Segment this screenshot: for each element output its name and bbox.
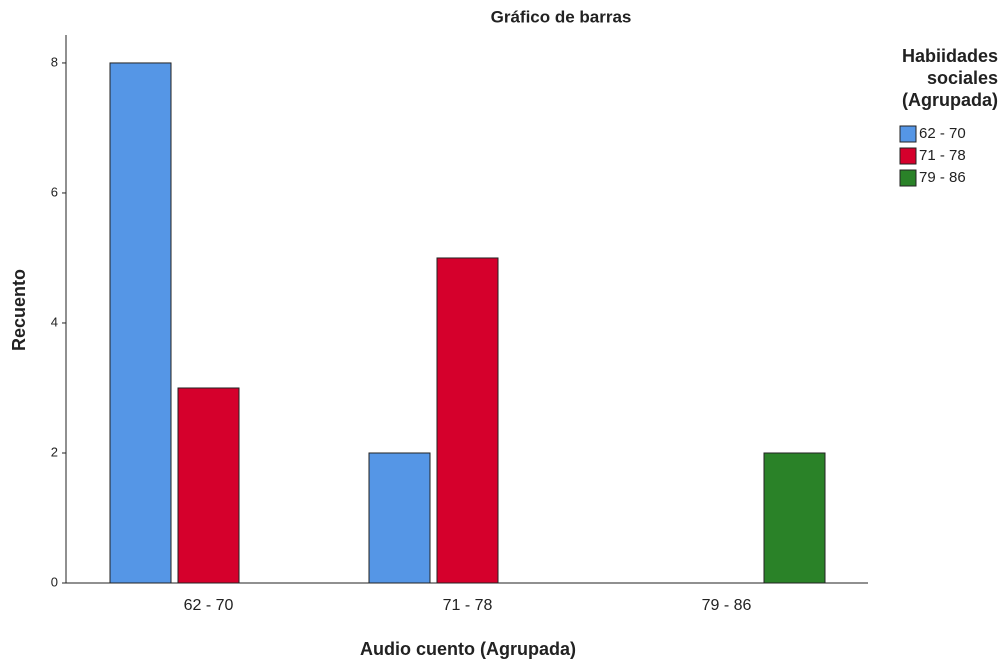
legend-label: 79 - 86 xyxy=(919,169,966,186)
legend-label: 62 - 70 xyxy=(919,125,966,142)
bar xyxy=(109,62,172,584)
x-axis-label: Audio cuento (Agrupada) xyxy=(360,639,576,659)
legend-swatch xyxy=(899,125,917,143)
bar xyxy=(368,452,431,584)
legend-label: 71 - 78 xyxy=(919,147,966,164)
x-tick-label: 71 - 78 xyxy=(443,597,493,614)
legend-swatch xyxy=(899,169,917,187)
y-tick-label: 4 xyxy=(51,314,58,329)
x-tick-label: 62 - 70 xyxy=(184,597,234,614)
legend-swatch xyxy=(899,147,917,165)
bar xyxy=(177,387,240,584)
legend-title: Habiidades xyxy=(902,46,998,66)
y-tick-label: 6 xyxy=(51,184,58,199)
bar xyxy=(763,452,826,584)
y-tick-label: 0 xyxy=(51,574,58,589)
y-tick-label: 2 xyxy=(51,444,58,459)
y-tick-label: 8 xyxy=(51,54,58,69)
y-axis-label: Recuento xyxy=(9,269,29,351)
x-tick-label: 79 - 86 xyxy=(702,597,752,614)
chart-title: Gráfico de barras xyxy=(491,7,632,26)
legend-title: sociales xyxy=(927,68,998,88)
bar xyxy=(436,257,499,584)
legend-title: (Agrupada) xyxy=(902,90,998,110)
